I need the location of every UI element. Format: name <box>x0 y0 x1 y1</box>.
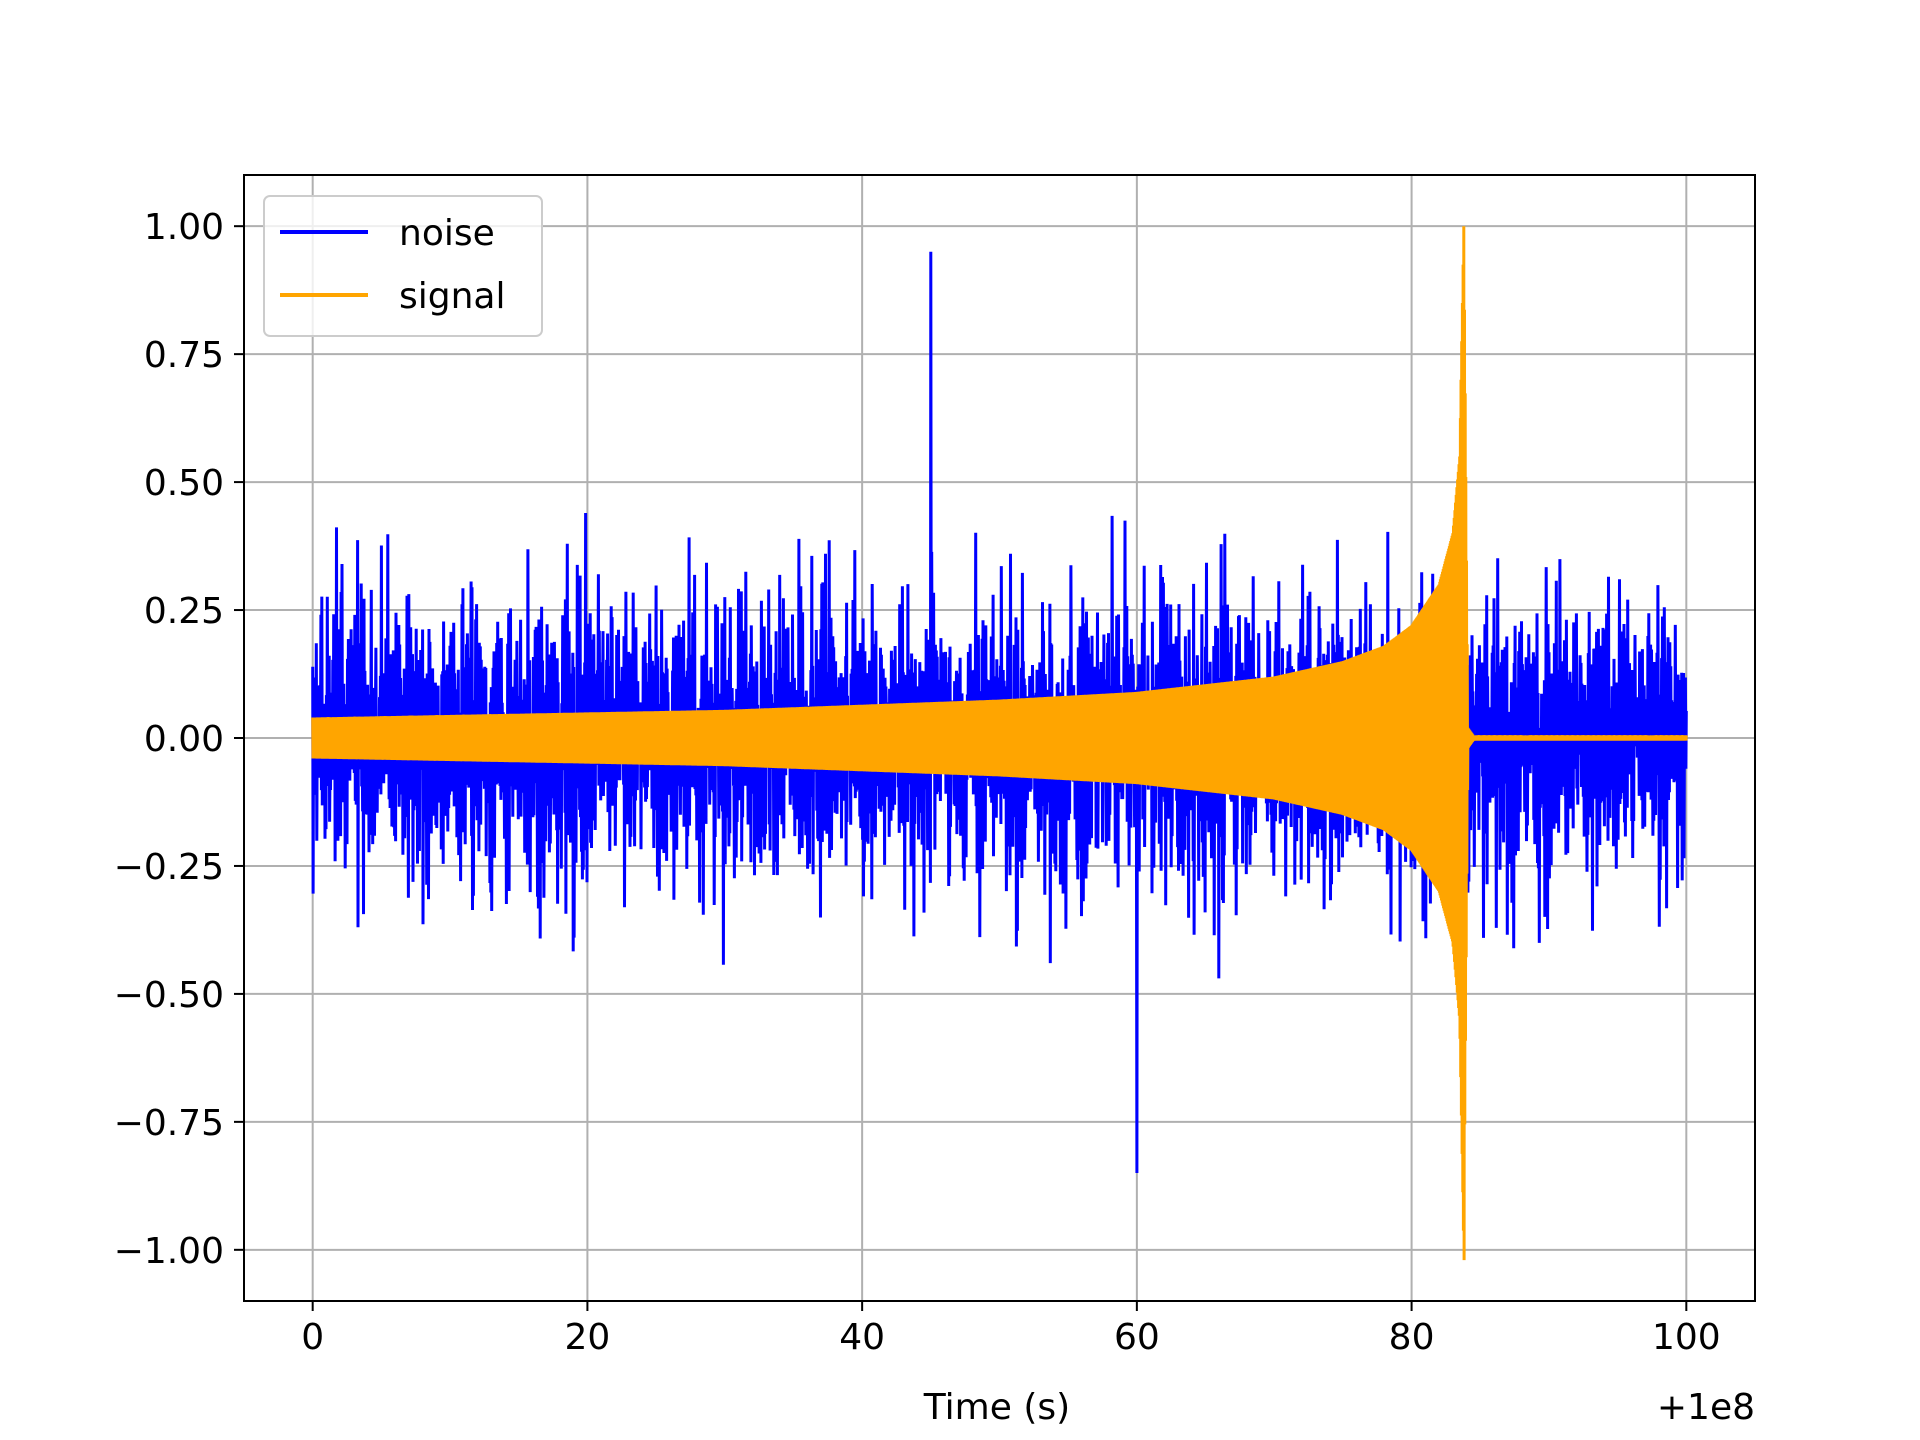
legend-signal-label: signal <box>399 276 506 317</box>
legend-noise-label: noise <box>399 213 495 254</box>
x-axis-offset-label: +1e8 <box>1657 1387 1755 1428</box>
y-tick-label: 0.75 <box>144 335 224 376</box>
plot-area <box>311 226 1688 1261</box>
y-tick-label: −1.00 <box>114 1231 224 1272</box>
x-axis-label: Time (s) <box>923 1387 1070 1428</box>
y-tick-label: −0.50 <box>114 975 224 1016</box>
y-tick-label: 0.25 <box>144 591 224 632</box>
x-tick-label: 0 <box>301 1317 324 1358</box>
y-tick-label: 0.00 <box>144 719 224 760</box>
series-signal-line <box>311 226 1688 1261</box>
y-axis-ticks: 1.00 0.75 0.50 0.25 0.00 −0.25 −0.50 −0.75 −1.00 <box>114 207 244 1272</box>
y-tick-label: 0.50 <box>144 463 224 504</box>
x-tick-label: 80 <box>1389 1317 1435 1358</box>
y-tick-label: −0.75 <box>114 1103 224 1144</box>
x-tick-label: 60 <box>1114 1317 1160 1358</box>
x-axis-ticks: 0 20 40 60 80 100 <box>301 1301 1721 1358</box>
x-tick-label: 100 <box>1652 1317 1721 1358</box>
x-tick-label: 20 <box>565 1317 611 1358</box>
x-tick-label: 40 <box>839 1317 885 1358</box>
y-tick-label: −0.25 <box>114 847 224 888</box>
y-tick-label: 1.00 <box>144 207 224 248</box>
legend: noise signal <box>263 195 543 337</box>
